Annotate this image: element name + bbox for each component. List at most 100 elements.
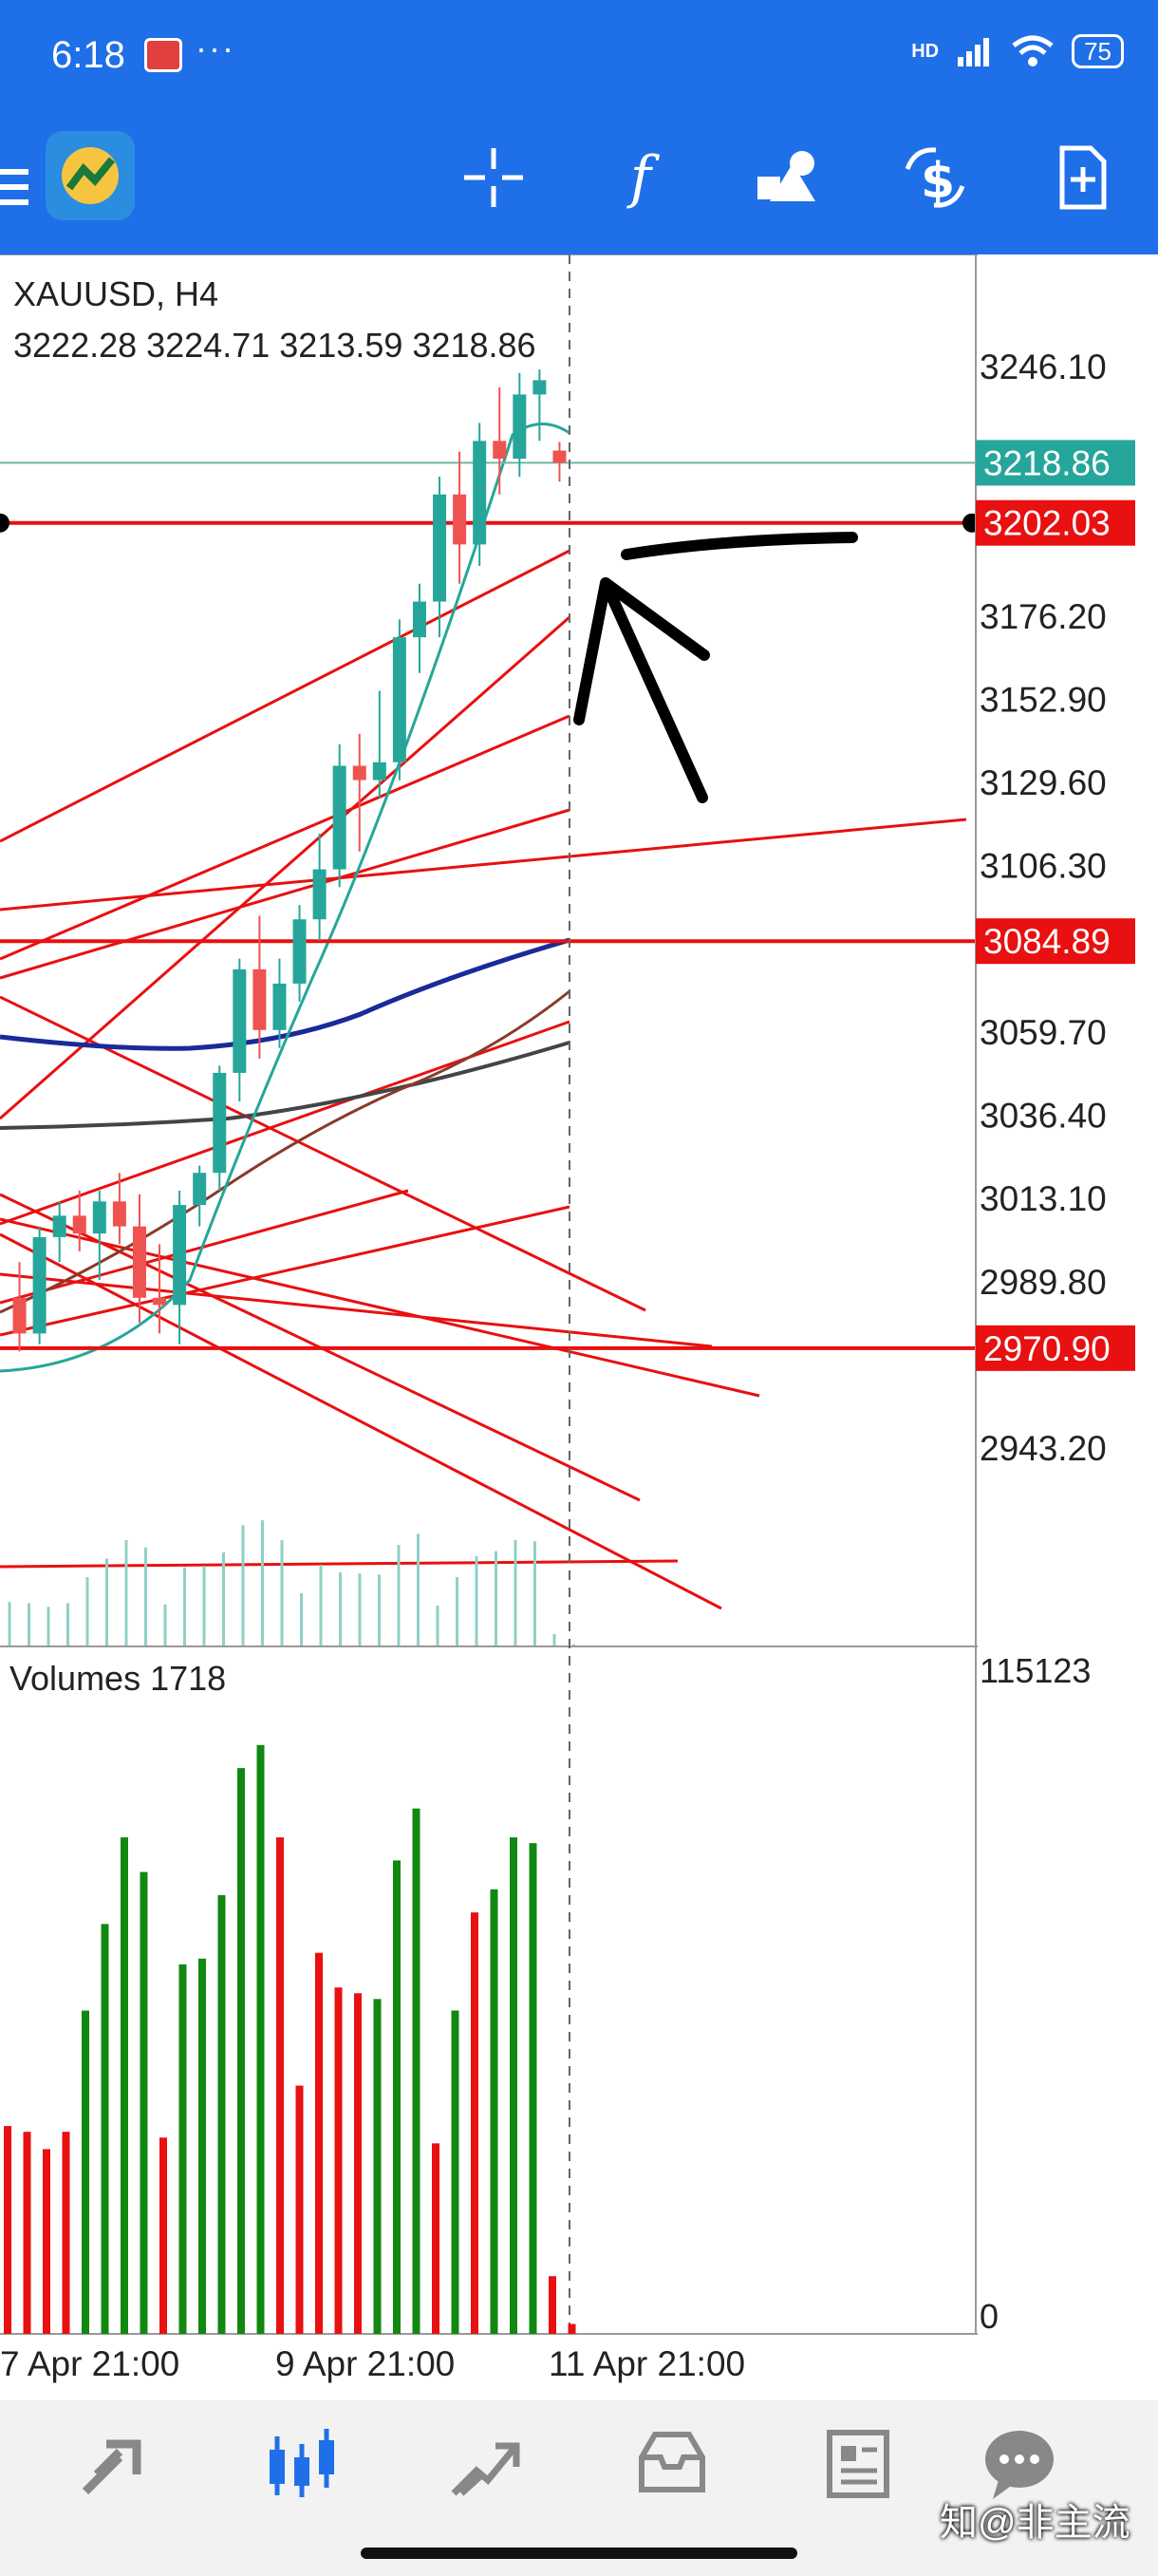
volume-bar bbox=[471, 1912, 478, 2334]
volume-bar bbox=[354, 1993, 362, 2334]
bottom-navigation bbox=[0, 2400, 1158, 2576]
trendline bbox=[0, 995, 646, 1312]
trendline bbox=[0, 818, 967, 912]
time-label: 7 Apr 21:00 bbox=[0, 2344, 179, 2383]
candle-body bbox=[193, 1173, 207, 1206]
price-tag bbox=[976, 440, 1135, 486]
volume-bar bbox=[140, 1871, 148, 2334]
volume-tick-label: 115123 bbox=[980, 1651, 1091, 1690]
volume-bar bbox=[121, 1837, 128, 2334]
trendline bbox=[0, 1559, 679, 1569]
trendline bbox=[0, 549, 570, 843]
trendline bbox=[0, 714, 570, 961]
time-label: 9 Apr 21:00 bbox=[275, 2344, 455, 2383]
price-tick-label: 3152.90 bbox=[980, 680, 1107, 719]
volume-bar bbox=[490, 1889, 498, 2334]
chart-area[interactable]: XAUUSD, H4 3222.28 3224.71 3213.59 3218.… bbox=[0, 254, 1158, 2400]
price-tick-label: 2943.20 bbox=[980, 1429, 1107, 1468]
price-tag bbox=[976, 918, 1135, 965]
volume-bar bbox=[198, 1958, 206, 2334]
objects-icon[interactable] bbox=[755, 144, 821, 211]
chart-tab-icon[interactable] bbox=[264, 2425, 340, 2501]
volume-bar bbox=[295, 2085, 304, 2334]
candle-body bbox=[392, 637, 406, 762]
trendline bbox=[0, 1217, 760, 1398]
chat-icon[interactable] bbox=[981, 2425, 1057, 2501]
volume-bar bbox=[549, 2276, 556, 2334]
volume-bar bbox=[568, 2323, 576, 2334]
price-tick-label: 3059.70 bbox=[980, 1013, 1107, 1052]
candle-body bbox=[493, 441, 507, 460]
candle-body bbox=[72, 1215, 86, 1234]
candle-body bbox=[453, 494, 467, 545]
volume-bar bbox=[217, 1894, 226, 2334]
candle-body bbox=[292, 919, 307, 984]
volumes-label: Volumes 1718 bbox=[9, 1659, 226, 1698]
status-more-indicator: ··· bbox=[196, 28, 235, 67]
home-indicator[interactable] bbox=[361, 2548, 797, 2559]
app-logo-icon[interactable] bbox=[46, 131, 135, 220]
volume-bar bbox=[529, 1843, 537, 2334]
volume-bar bbox=[4, 2126, 11, 2334]
candle-body bbox=[112, 1201, 126, 1227]
volume-bar bbox=[276, 1837, 284, 2334]
candle-body bbox=[532, 380, 547, 395]
history-icon[interactable] bbox=[634, 2425, 710, 2501]
watermark-text: 知@非主流 bbox=[940, 2502, 1130, 2544]
trendline bbox=[0, 1189, 409, 1305]
candle-body bbox=[552, 450, 567, 463]
volume-bar bbox=[256, 1744, 265, 2334]
volume-bar bbox=[23, 2132, 31, 2334]
currency-icon[interactable]: $ bbox=[902, 144, 968, 211]
trade-icon[interactable] bbox=[448, 2425, 524, 2501]
trendline bbox=[0, 615, 570, 1120]
candle-body bbox=[372, 762, 386, 780]
volume-bar bbox=[373, 1999, 382, 2334]
candle-body bbox=[332, 765, 346, 870]
price-chart[interactable]: XAUUSD, H4 3222.28 3224.71 3213.59 3218.… bbox=[0, 254, 1158, 2400]
volume-bar bbox=[315, 1952, 323, 2334]
candle-body bbox=[252, 968, 267, 1030]
candle-body bbox=[132, 1226, 146, 1298]
price-axis: 3246.10 3176.20 3152.90 3129.60 3106.30 3059.… bbox=[976, 348, 1135, 1468]
trendline bbox=[0, 1020, 570, 1226]
candle-body bbox=[433, 494, 447, 602]
volume-bar bbox=[178, 1964, 187, 2334]
volume-axis: 115123 0 bbox=[980, 1651, 1091, 2336]
time-label: 11 Apr 21:00 bbox=[549, 2344, 745, 2383]
volume-bar bbox=[101, 1924, 109, 2334]
trendline bbox=[0, 1272, 713, 1348]
candle-body bbox=[272, 983, 287, 1030]
wifi-icon bbox=[1012, 35, 1054, 66]
menu-icon[interactable] bbox=[0, 169, 28, 215]
volume-bar bbox=[62, 2132, 70, 2334]
volume-bar bbox=[393, 1860, 401, 2334]
candle-body bbox=[213, 1072, 227, 1174]
volume-bar bbox=[237, 1768, 245, 2334]
volume-tick-label: 0 bbox=[980, 2297, 999, 2336]
candle-body bbox=[32, 1236, 47, 1334]
candle-body bbox=[412, 601, 426, 638]
volume-bar bbox=[432, 2143, 439, 2334]
price-tick-label: 3013.10 bbox=[980, 1179, 1107, 1218]
candle-body bbox=[92, 1201, 106, 1234]
symbol-label: XAUUSD, H4 bbox=[13, 274, 218, 313]
news-icon[interactable] bbox=[818, 2425, 894, 2501]
candle-body bbox=[52, 1215, 66, 1237]
hand-drawn-arrow bbox=[573, 577, 710, 803]
price-tick-label: 3036.40 bbox=[980, 1097, 1107, 1136]
new-order-icon[interactable] bbox=[1049, 144, 1115, 211]
top-toolbar: f $ bbox=[0, 112, 1158, 254]
crosshair-icon[interactable] bbox=[460, 144, 527, 211]
indicators-icon[interactable]: f bbox=[629, 144, 652, 211]
quotes-icon[interactable] bbox=[78, 2425, 154, 2501]
candle-body bbox=[473, 441, 487, 545]
price-tick-label: 3176.20 bbox=[980, 597, 1107, 636]
trendline bbox=[0, 808, 570, 980]
candle-body bbox=[352, 765, 366, 780]
candle-body bbox=[12, 1297, 27, 1334]
price-tick-label: 2989.80 bbox=[980, 1263, 1107, 1302]
main-plot-area bbox=[0, 369, 981, 1646]
signal-icon bbox=[958, 38, 990, 66]
price-tag-label: 3202.03 bbox=[983, 504, 1111, 543]
